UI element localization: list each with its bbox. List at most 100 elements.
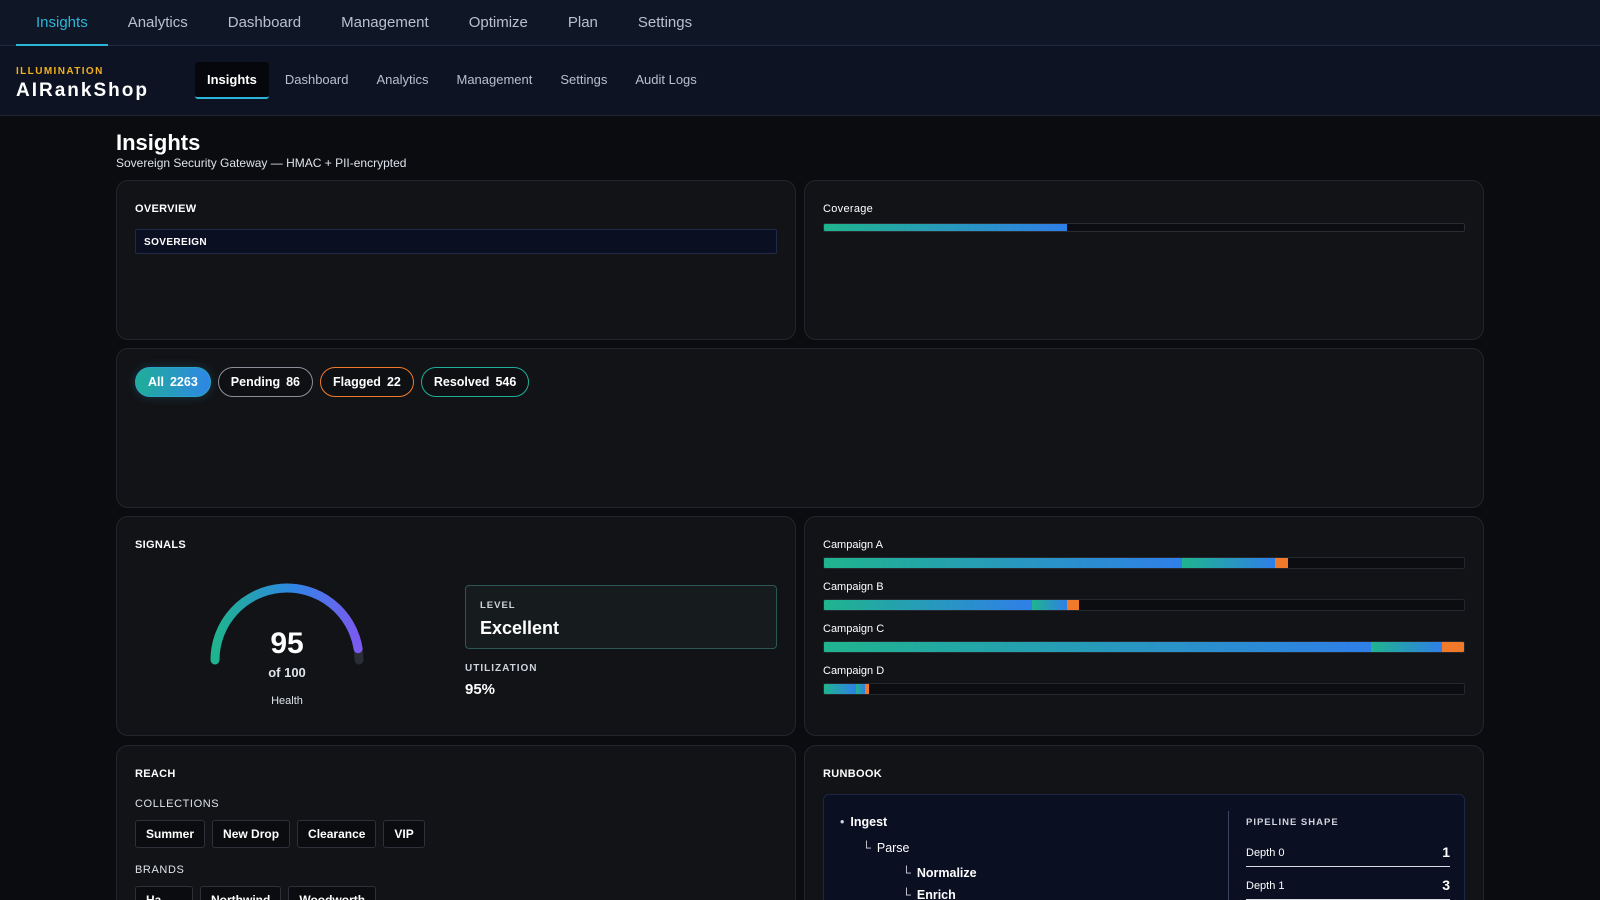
bullet-icon: •: [840, 815, 845, 829]
campaign-bar: [823, 641, 1465, 653]
pill-label: Pending: [230, 375, 281, 389]
gauge-fill: [210, 583, 363, 665]
sub-tab-dashboard[interactable]: Dashboard: [284, 72, 349, 87]
pill-count: 2263: [169, 375, 198, 389]
brand-chip[interactable]: Northwind: [200, 886, 282, 900]
campaign-segment-tail: [864, 684, 870, 694]
sovereign-field[interactable]: SOVEREIGN: [135, 229, 777, 254]
tree-node-label: Enrich: [916, 888, 956, 900]
tree-node-ingest[interactable]: • Ingest: [840, 815, 887, 829]
campaign-segment-primary: [824, 600, 1032, 610]
brand-chip[interactable]: Woodworth: [288, 886, 377, 900]
health-gauge: 95 of 100 Health: [207, 577, 367, 717]
tree-node-enrich[interactable]: └ Enrich: [902, 888, 956, 900]
pill-label: All: [148, 375, 164, 389]
campaign-segment-secondary: [1032, 600, 1068, 610]
campaign-bar: [823, 683, 1465, 695]
coverage-progress-fill: [824, 224, 1068, 231]
campaign-segment-tail: [1067, 600, 1079, 610]
brand-logo[interactable]: AIRankShop: [16, 80, 149, 101]
collections-chips: Summer New Drop Clearance VIP: [135, 820, 425, 848]
signals-label: SIGNALS: [135, 539, 186, 551]
campaign-label: Campaign D: [823, 665, 885, 677]
page-subtitle: Sovereign Security Gateway — HMAC + PII-…: [116, 156, 407, 170]
pipeline-shape-row: Depth 0 1: [1246, 839, 1450, 867]
filter-resolved-pill[interactable]: Resolved 546: [420, 367, 530, 397]
coverage-card: Coverage: [804, 180, 1484, 340]
runbook-label: RUNBOOK: [823, 768, 882, 780]
campaign-segment-secondary: [856, 684, 865, 694]
filters-card: All 2263 Pending 86 Flagged 22 Resolved …: [116, 348, 1484, 508]
top-tab-insights[interactable]: Insights: [16, 0, 108, 46]
collections-label: COLLECTIONS: [135, 798, 220, 810]
sub-tab-settings[interactable]: Settings: [560, 72, 608, 87]
top-tab-dashboard[interactable]: Dashboard: [227, 14, 302, 31]
pill-count: 546: [495, 375, 517, 389]
brand-kicker: ILLUMINATION: [16, 66, 104, 77]
shape-key: Depth 0: [1246, 847, 1285, 859]
campaign-segment-primary: [824, 642, 1372, 652]
tree-node-parse[interactable]: └ Parse: [862, 841, 910, 855]
filter-pills: All 2263 Pending 86 Flagged 22 Resolved …: [135, 367, 530, 397]
top-tab-analytics[interactable]: Analytics: [127, 14, 188, 31]
level-value: Excellent: [480, 618, 560, 638]
brands-chips: Ha... Northwind Woodworth: [135, 886, 377, 900]
reach-label: REACH: [135, 768, 176, 780]
runbook-panel: • Ingest └ Parse └ Normalize └ Enrich PIPELI…: [823, 794, 1465, 900]
campaign-bar: [823, 557, 1465, 569]
campaign-label: Campaign B: [823, 581, 884, 593]
brands-label: BRANDS: [135, 864, 185, 876]
tree-node-label: Ingest: [850, 815, 888, 829]
sub-tab-audit-logs[interactable]: Audit Logs: [635, 72, 697, 87]
tree-node-label: Parse: [876, 841, 910, 855]
tree-branch-icon: └: [862, 841, 871, 855]
tree-node-normalize[interactable]: └ Normalize: [902, 866, 977, 880]
gauge-max: of 100: [268, 665, 306, 680]
top-nav: Insights Analytics Dashboard Management …: [0, 0, 1600, 46]
gauge-arc-svg: [210, 583, 364, 665]
signals-card: SIGNALS 95 of 100 Health LEVEL Excellent…: [116, 516, 796, 736]
pill-count: 86: [286, 375, 301, 389]
campaign-bar: [823, 599, 1465, 611]
top-tab-settings[interactable]: Settings: [637, 14, 693, 31]
runbook-divider: [1228, 811, 1229, 900]
campaign-label: Campaign A: [823, 539, 883, 551]
utilization-value: 95%: [465, 681, 496, 698]
reach-card: REACH COLLECTIONS Summer New Drop Cleara…: [116, 745, 796, 900]
coverage-progress-bar: [823, 223, 1465, 232]
gauge-caption: Health: [271, 695, 303, 707]
collection-chip[interactable]: VIP: [383, 820, 425, 848]
shape-value: 3: [1442, 877, 1450, 893]
pipeline-shape-label: PIPELINE SHAPE: [1246, 817, 1339, 828]
tree-branch-icon: └: [902, 888, 911, 900]
level-key: LEVEL: [480, 600, 516, 611]
campaign-segment-secondary: [1371, 642, 1442, 652]
campaign-segment-tail: [1441, 642, 1464, 652]
gauge-value: 95: [270, 627, 304, 660]
pill-label: Resolved: [433, 375, 490, 389]
sub-nav: Insights Dashboard Analytics Management …: [195, 62, 709, 99]
collection-chip[interactable]: Summer: [135, 820, 206, 848]
tree-node-label: Normalize: [916, 866, 977, 880]
sub-tab-analytics[interactable]: Analytics: [376, 72, 429, 87]
filter-all-pill[interactable]: All 2263: [135, 367, 211, 397]
top-tab-optimize[interactable]: Optimize: [468, 14, 528, 31]
shape-value: 1: [1442, 844, 1450, 860]
collection-chip[interactable]: Clearance: [297, 820, 377, 848]
pill-count: 22: [386, 375, 401, 389]
filter-pending-pill[interactable]: Pending 86: [217, 367, 314, 397]
top-tab-management[interactable]: Management: [341, 14, 429, 31]
shape-key: Depth 1: [1246, 880, 1285, 892]
sub-tab-management[interactable]: Management: [456, 72, 533, 87]
campaign-label: Campaign C: [823, 623, 885, 635]
campaigns-card: Campaign A Campaign B Campaign C Campaig…: [804, 516, 1484, 736]
top-tab-plan[interactable]: Plan: [567, 14, 598, 31]
runbook-card: RUNBOOK • Ingest └ Parse └ Normalize └ Enric…: [804, 745, 1484, 900]
filter-flagged-pill[interactable]: Flagged 22: [320, 367, 414, 397]
pipeline-shape-row: Depth 1 3: [1246, 872, 1450, 900]
sub-header: ILLUMINATION AIRankShop Insights Dashboa…: [0, 46, 1600, 116]
sub-tab-insights[interactable]: Insights: [195, 62, 269, 99]
pill-label: Flagged: [333, 375, 381, 389]
brand-chip[interactable]: Ha...: [135, 886, 193, 900]
collection-chip[interactable]: New Drop: [212, 820, 291, 848]
